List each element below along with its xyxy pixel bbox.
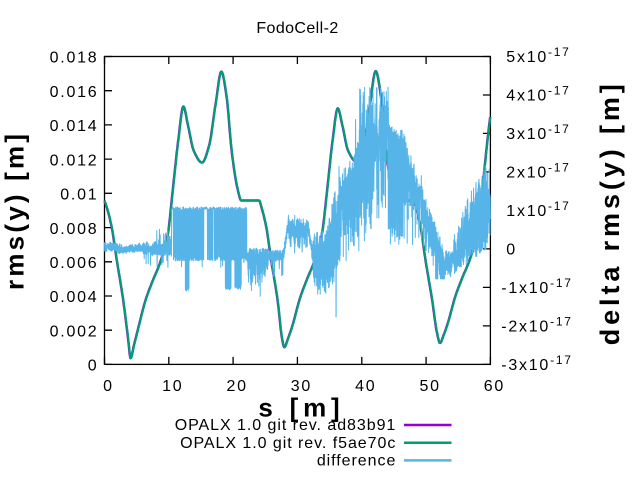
svg-text:40: 40 [355,378,376,395]
svg-text:FodoCell-2: FodoCell-2 [256,20,338,37]
svg-text:0: 0 [506,242,517,259]
svg-text:0.012: 0.012 [50,152,99,169]
svg-text:60: 60 [484,378,505,395]
svg-text:difference: difference [317,453,396,470]
svg-text:10: 10 [162,378,183,395]
svg-text:OPALX 1.0 git rev. f5ae70c: OPALX 1.0 git rev. f5ae70c [180,435,396,452]
svg-text:0.014: 0.014 [50,118,99,135]
svg-text:0.016: 0.016 [50,84,99,101]
svg-text:50: 50 [419,378,440,395]
svg-text:0.002: 0.002 [50,323,99,340]
svg-text:OPALX 1.0 git rev. ad83b91: OPALX 1.0 git rev. ad83b91 [175,417,397,434]
svg-text:s [m]: s [m] [258,393,344,423]
svg-text:0: 0 [103,378,114,395]
svg-text:20: 20 [226,378,247,395]
svg-text:delta rms(y) [m]: delta rms(y) [m] [595,80,625,345]
svg-text:0.008: 0.008 [50,221,99,238]
svg-text:0.004: 0.004 [50,289,99,306]
svg-text:0.01: 0.01 [60,187,98,204]
svg-text:30: 30 [291,378,312,395]
svg-text:0.018: 0.018 [50,50,99,67]
svg-text:0.006: 0.006 [50,255,99,272]
svg-text:0: 0 [88,358,99,375]
svg-text:rms(y) [m]: rms(y) [m] [0,131,30,290]
